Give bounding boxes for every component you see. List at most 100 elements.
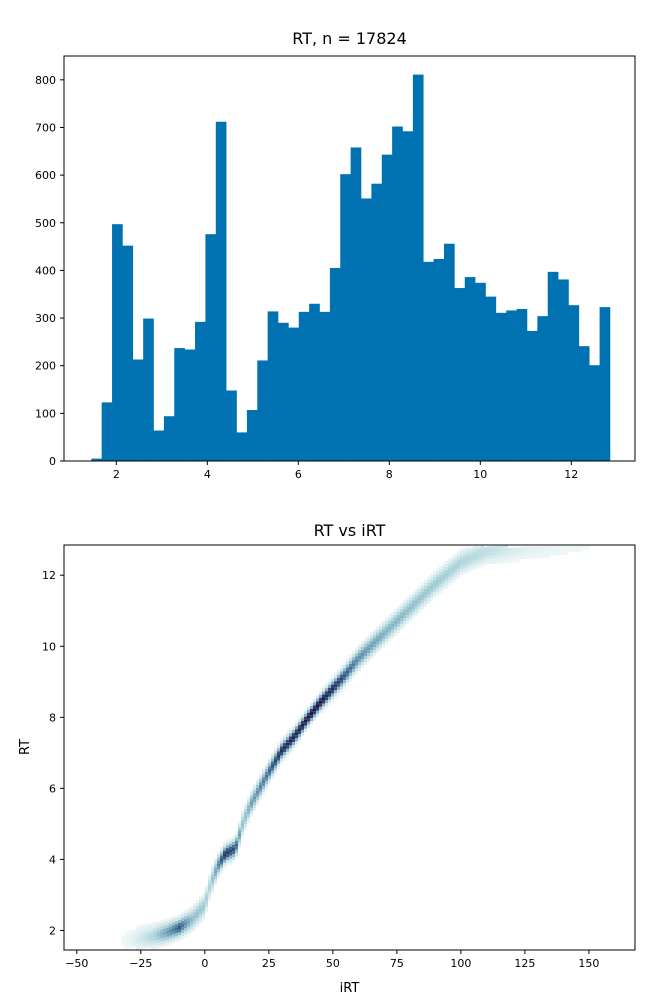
heatmap-cell bbox=[322, 694, 325, 698]
heatmap-cell bbox=[436, 571, 439, 575]
heatmap-cell bbox=[199, 899, 202, 903]
heatmap-x-tick-label: 100 bbox=[450, 957, 471, 970]
histogram-y-tick-label: 400 bbox=[35, 264, 56, 277]
heatmap-x-tick-label: 25 bbox=[262, 957, 276, 970]
heatmap-cell bbox=[466, 552, 469, 555]
heatmap-cell bbox=[484, 562, 487, 566]
heatmap-cell bbox=[142, 930, 145, 934]
heatmap-cell bbox=[172, 931, 175, 935]
heatmap-cell bbox=[475, 557, 478, 561]
heatmap-cell bbox=[412, 603, 415, 607]
heatmap-cell bbox=[217, 866, 220, 870]
heatmap-cell bbox=[127, 945, 130, 949]
heatmap-cell bbox=[481, 548, 484, 552]
heatmap-cell bbox=[391, 611, 394, 615]
heatmap-cell bbox=[223, 841, 226, 845]
heatmap-cell bbox=[358, 658, 361, 662]
heatmap-cell bbox=[340, 665, 343, 669]
heatmap-cell bbox=[238, 821, 241, 825]
heatmap-cell bbox=[229, 846, 232, 850]
heatmap-cell bbox=[145, 945, 148, 948]
heatmap-cell bbox=[172, 940, 175, 944]
heatmap-cell bbox=[349, 657, 352, 661]
heatmap-cell bbox=[544, 555, 547, 559]
heatmap-cell bbox=[517, 547, 520, 551]
heatmap-cell bbox=[385, 635, 388, 639]
heatmap-cell bbox=[355, 659, 358, 663]
heatmap-cell bbox=[433, 577, 436, 581]
heatmap-x-axis: −50 −25 0 25 50 75 100 125 150 bbox=[65, 950, 599, 970]
heatmap-cell bbox=[547, 546, 550, 550]
heatmap-cell bbox=[475, 560, 478, 564]
heatmap-cell bbox=[277, 742, 280, 746]
heatmap-cell bbox=[172, 919, 175, 923]
histogram-bar bbox=[433, 258, 445, 461]
heatmap-cell bbox=[292, 733, 295, 737]
heatmap-cell bbox=[457, 566, 460, 569]
heatmap-cell bbox=[463, 568, 466, 572]
heatmap-cell bbox=[265, 771, 268, 775]
heatmap-cell bbox=[202, 905, 205, 909]
heatmap-cell bbox=[280, 758, 283, 762]
heatmap-cell bbox=[403, 606, 406, 610]
heatmap-cell bbox=[427, 588, 430, 592]
heatmap-cell bbox=[154, 931, 157, 935]
histogram-y-tick-label: 800 bbox=[35, 74, 56, 87]
heatmap-cell bbox=[406, 603, 409, 607]
heatmap-cell bbox=[415, 591, 418, 595]
heatmap-cell bbox=[190, 915, 193, 919]
heatmap-cell bbox=[406, 621, 409, 625]
heatmap-cell bbox=[361, 653, 364, 656]
heatmap-cell bbox=[232, 842, 235, 845]
heatmap-cell bbox=[496, 557, 499, 561]
heatmap-cell bbox=[502, 548, 505, 552]
heatmap-cell bbox=[229, 858, 232, 862]
heatmap-x-tick-label: 0 bbox=[201, 957, 208, 970]
heatmap-cell bbox=[244, 803, 247, 807]
heatmap-cell bbox=[274, 759, 277, 763]
heatmap-cell bbox=[280, 746, 283, 750]
heatmap-cell bbox=[406, 609, 409, 613]
heatmap-cell bbox=[292, 742, 295, 746]
heatmap-cell bbox=[310, 721, 313, 724]
heatmap-cell bbox=[433, 589, 436, 593]
heatmap-cell bbox=[463, 556, 466, 560]
heatmap-cell bbox=[463, 571, 466, 575]
heatmap-cell bbox=[379, 644, 382, 648]
heatmap-cell bbox=[187, 932, 190, 936]
heatmap-cell bbox=[553, 549, 556, 553]
heatmap-cell bbox=[325, 682, 328, 686]
heatmap-cell bbox=[178, 917, 181, 920]
heatmap-cell bbox=[325, 700, 328, 704]
histogram-bar bbox=[340, 174, 351, 461]
heatmap-cell bbox=[451, 571, 454, 574]
heatmap-cell bbox=[511, 547, 514, 551]
heatmap-cell bbox=[259, 791, 262, 795]
heatmap-cell bbox=[355, 665, 358, 669]
heatmap-cell bbox=[238, 833, 241, 837]
heatmap-cell bbox=[469, 562, 472, 566]
heatmap-cell bbox=[436, 592, 439, 596]
heatmap-cell bbox=[250, 795, 253, 799]
heatmap-cell bbox=[271, 764, 274, 768]
heatmap-cell bbox=[193, 918, 196, 922]
heatmap-cell bbox=[346, 682, 349, 686]
histogram-bar bbox=[464, 277, 476, 461]
heatmap-cell bbox=[139, 934, 142, 938]
heatmap-cell bbox=[199, 914, 202, 918]
heatmap-cell bbox=[160, 932, 163, 936]
heatmap-cell bbox=[145, 936, 148, 939]
heatmap-cell bbox=[538, 549, 541, 553]
heatmap-cell bbox=[391, 629, 394, 633]
heatmap-cell bbox=[139, 925, 142, 929]
heatmap-cell bbox=[304, 719, 307, 723]
heatmap-cell bbox=[265, 783, 268, 787]
heatmap-cell bbox=[565, 549, 568, 552]
heatmap-cell bbox=[484, 556, 487, 560]
heatmap-cell bbox=[367, 656, 370, 660]
heatmap-cell bbox=[124, 939, 127, 943]
heatmap-cell bbox=[154, 943, 157, 947]
heatmap-cell bbox=[520, 547, 523, 550]
heatmap-cell bbox=[163, 925, 166, 929]
heatmap-cell bbox=[295, 738, 298, 742]
